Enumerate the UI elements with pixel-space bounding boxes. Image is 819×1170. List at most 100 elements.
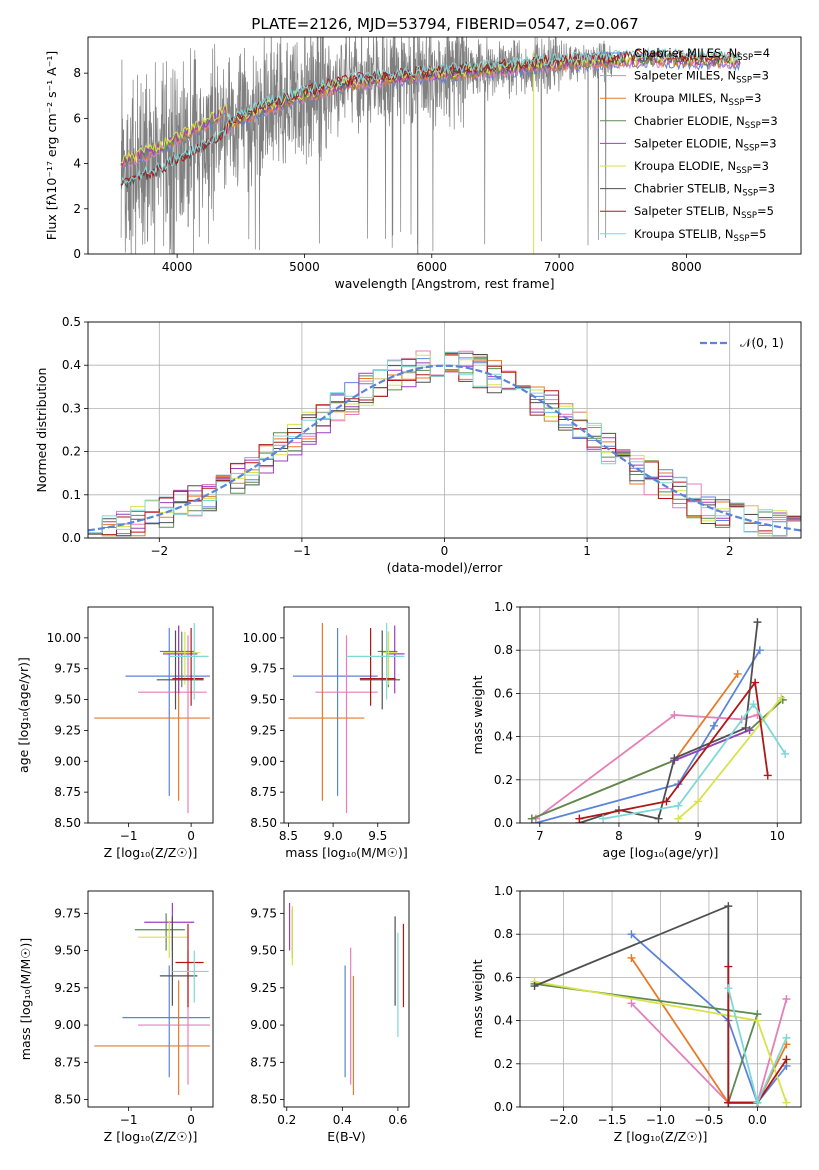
series-salpeter_elodie xyxy=(674,729,750,762)
x-tick-label: −1 xyxy=(293,544,311,558)
x-axis-label: Z [log₁₀(Z/Z☉)] xyxy=(614,1129,708,1144)
series-salpeter_miles xyxy=(535,714,758,820)
y-tick-label: 9.25 xyxy=(250,981,277,995)
y-tick-label: 6 xyxy=(73,111,81,125)
marker-kroupa_elodie xyxy=(777,693,786,702)
legend-entry: Kroupa ELODIE, NSSP=3 xyxy=(634,159,769,176)
y-tick-label: 9.00 xyxy=(250,1018,277,1032)
y-tick-label: 9.75 xyxy=(250,662,277,676)
marker-chabrier_stelib xyxy=(741,723,750,732)
marker-chabrier_miles xyxy=(627,930,636,939)
marker-chabrier_stelib xyxy=(724,902,733,911)
y-tick-label: 9.25 xyxy=(250,723,277,737)
series-chabrier_stelib xyxy=(534,904,758,1104)
x-axis-label: age [log₁₀(age/yr)] xyxy=(603,845,719,860)
x-tick-label: −1 xyxy=(120,1113,138,1127)
x-axis-label: mass [log₁₀(M/M☉)] xyxy=(285,845,407,860)
x-tick-label: 0.4 xyxy=(333,1113,352,1127)
age_vs_mass-panel-frame xyxy=(283,606,410,824)
legend-entry: Chabrier STELIB, NSSP=3 xyxy=(634,182,775,199)
series-kroupa_stelib xyxy=(602,702,786,820)
marker-salpeter_miles xyxy=(670,711,679,719)
y-tick-label: 4 xyxy=(73,157,81,171)
x-axis-label: Z [log₁₀(Z/Z☉)] xyxy=(104,1129,198,1144)
y-tick-label: 0.2 xyxy=(62,445,81,459)
y-tick-label: 0.4 xyxy=(62,358,81,372)
y-tick-label: 8.50 xyxy=(54,816,81,830)
x-tick-label: 9 xyxy=(694,829,702,843)
y-tick-label: 0.6 xyxy=(494,970,513,984)
marker-salpeter_stelib xyxy=(763,771,772,780)
age_vs_Z-panel-plot xyxy=(94,623,210,814)
x-tick-label: 0.0 xyxy=(748,1113,767,1127)
y-tick-label: 0.5 xyxy=(62,315,81,329)
marker-chabrier_miles xyxy=(709,721,718,730)
y-tick-label: 9.50 xyxy=(54,944,81,958)
y-tick-label: 8.75 xyxy=(54,785,81,799)
mass_vs_ebv-panel-frame xyxy=(283,890,410,1108)
mass_vs_ebv-panel: 0.2 0.4 0.6 8.50 8.75 9.00 9.25 9.50 9.75 E(B-V) xyxy=(250,890,410,1144)
spectrum-panel-frame xyxy=(87,36,802,255)
x-tick-label: 5000 xyxy=(289,260,320,274)
x-axis-label: (data-model)/error xyxy=(387,560,504,575)
marker-chabrier_miles xyxy=(755,646,764,655)
marker-kroupa_miles xyxy=(733,669,742,678)
marker-salpeter_stelib xyxy=(724,962,733,971)
x-tick-label: 0.2 xyxy=(277,1113,296,1127)
marker-kroupa_stelib xyxy=(782,1033,791,1042)
y-tick-label: 10.00 xyxy=(47,631,81,645)
series-chabrier_miles xyxy=(630,933,788,1105)
series-salpeter_stelib xyxy=(579,680,769,820)
y-tick-label: 9.75 xyxy=(250,906,277,920)
y-tick-label: 0.8 xyxy=(494,927,513,941)
x-tick-label: 4000 xyxy=(162,260,193,274)
mass_weight_vs_Z-panel-grid xyxy=(520,890,801,1108)
y-tick-label: 9.25 xyxy=(54,981,81,995)
residuals-panel-frame xyxy=(87,321,802,539)
y-axis-label: Flux [fλ10⁻¹⁷ erg cm⁻² s⁻¹ A⁻¹] xyxy=(44,51,59,240)
marker-kroupa_elodie xyxy=(674,814,683,823)
y-tick-label: 8 xyxy=(73,66,81,80)
model-spectrum-kroupa_stelib xyxy=(120,46,741,184)
marker-kroupa_elodie xyxy=(782,1098,791,1107)
marker-kroupa_elodie xyxy=(753,1016,762,1025)
age_vs_Z-panel: −1 0 8.50 8.75 9.00 9.25 9.50 9.75 10.00 Z [log₁₀… xyxy=(16,606,214,860)
marker-salpeter_stelib xyxy=(751,678,760,687)
marker-kroupa_stelib xyxy=(749,700,758,709)
y-tick-label: 9.25 xyxy=(54,723,81,737)
mass_vs_Z-panel: −1 0 8.50 8.75 9.00 9.25 9.50 9.75 Z [log₁₀(Z/Z☉… xyxy=(18,890,214,1144)
y-tick-label: 9.50 xyxy=(250,693,277,707)
x-tick-label: −0.5 xyxy=(694,1113,723,1127)
x-tick-label: 9.5 xyxy=(368,829,387,843)
marker-salpeter_stelib xyxy=(724,1098,733,1107)
legend-entry: Salpeter ELODIE, NSSP=3 xyxy=(634,136,777,153)
y-tick-label: 0.2 xyxy=(494,773,513,787)
y-tick-label: 10.00 xyxy=(243,631,277,645)
x-axis-label: E(B-V) xyxy=(327,1129,366,1144)
marker-chabrier_stelib xyxy=(753,618,762,627)
x-tick-label: −2.0 xyxy=(549,1113,578,1127)
marker-kroupa_stelib xyxy=(599,814,608,823)
y-axis-label: mass weight xyxy=(470,959,485,1038)
y-tick-label: 1.0 xyxy=(494,884,513,898)
x-tick-label: 0 xyxy=(441,544,449,558)
x-tick-label: 9.0 xyxy=(324,829,343,843)
mass_weight_vs_Z-panel: −2.0 −1.5 −1.0 −0.5 0.0 0.0 0.2 0.4 0.6 0.8 1.0 Z [… xyxy=(470,884,802,1144)
marker-salpeter_stelib xyxy=(662,797,671,806)
y-tick-label: 9.00 xyxy=(54,1018,81,1032)
series-chabrier_miles xyxy=(535,649,761,823)
marker-salpeter_stelib xyxy=(575,814,584,823)
x-tick-label: −1 xyxy=(120,829,138,843)
spectrum-legend: Chabrier MILES, NSSP=4 Salpeter MILES, NS… xyxy=(600,46,778,244)
y-axis-label: Normed distribution xyxy=(34,368,49,493)
legend-entry: Chabrier MILES, NSSP=4 xyxy=(634,46,770,63)
y-tick-label: 1.0 xyxy=(494,600,513,614)
x-tick-label: 7000 xyxy=(544,260,575,274)
mass_weight_vs_age-panel-frame xyxy=(519,606,802,824)
mass_vs_Z-panel-frame xyxy=(87,890,214,1108)
y-tick-label: 8.50 xyxy=(250,816,277,830)
age_vs_mass-panel: 8.5 9.0 9.5 8.50 8.75 9.00 9.25 9.50 9.75 10.00 ma… xyxy=(243,606,410,860)
mass_vs_ebv-panel-plot xyxy=(288,902,405,1096)
x-axis-label: Z [log₁₀(Z/Z☉)] xyxy=(104,845,198,860)
